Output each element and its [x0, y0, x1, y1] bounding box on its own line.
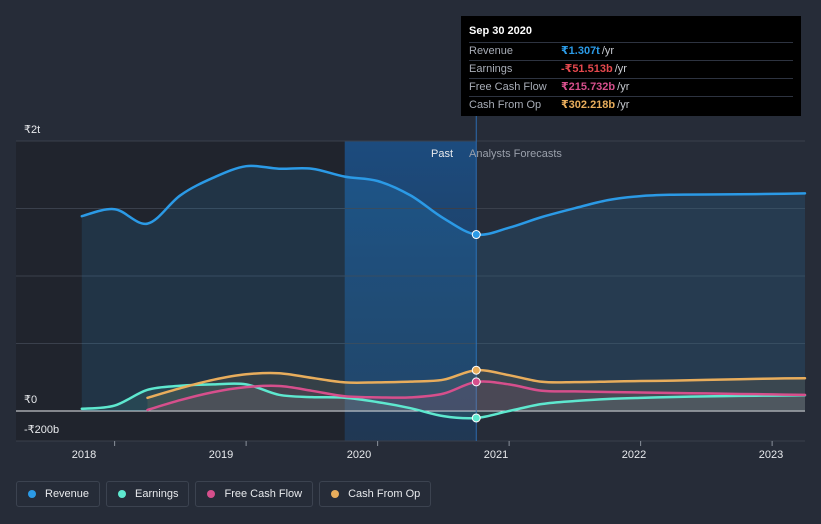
tooltip-unit: /yr — [617, 99, 630, 111]
past-label: Past — [431, 148, 453, 160]
y-tick-label-top: ₹2t — [24, 124, 40, 136]
forecast-label: Analysts Forecasts — [469, 148, 562, 160]
tooltip: Sep 30 2020 Revenue ₹1.307t /yr Earnings… — [461, 16, 801, 116]
legend-item-revenue[interactable]: Revenue — [16, 481, 101, 507]
legend-item-cash-from-op[interactable]: Cash From Op — [319, 481, 432, 507]
tooltip-row-earnings: Earnings -₹51.513b /yr — [469, 60, 793, 78]
y-tick-label-zero: ₹0 — [24, 394, 37, 406]
x-tick-label-2020: 2020 — [347, 449, 371, 461]
legend-label: Cash From Op — [348, 488, 421, 500]
x-tick-label-2023: 2023 — [759, 449, 783, 461]
legend-dot-icon — [118, 490, 127, 498]
tooltip-unit: /yr — [614, 63, 627, 75]
earnings-area — [81, 383, 806, 419]
tooltip-label: Free Cash Flow — [469, 81, 547, 93]
revenue-marker — [471, 230, 481, 240]
x-tick-label-2018: 2018 — [72, 449, 96, 461]
cash-from-op-marker — [471, 365, 481, 375]
earnings-marker — [471, 413, 481, 423]
revenue-area — [81, 165, 806, 411]
tooltip-row-revenue: Revenue ₹1.307t /yr — [469, 42, 793, 60]
tooltip-label: Earnings — [469, 63, 513, 75]
legend-dot-icon — [331, 490, 340, 498]
past-shade — [16, 141, 345, 441]
free-cash-flow-marker — [471, 377, 481, 387]
legend-label: Revenue — [45, 488, 90, 500]
free-cash-flow-area — [147, 381, 805, 411]
earnings-line — [80, 382, 807, 420]
x-tick-label-2019: 2019 — [209, 449, 233, 461]
tooltip-row-cash-from-op: Cash From Op ₹302.218b /yr — [469, 96, 793, 114]
tooltip-date: Sep 30 2020 — [469, 25, 532, 37]
legend-dot-icon — [207, 490, 216, 498]
tooltip-value: ₹1.307t — [561, 45, 600, 57]
x-tick-label-2021: 2021 — [484, 449, 508, 461]
legend-label: Earnings — [135, 488, 179, 500]
revenue-line — [80, 164, 807, 237]
tooltip-row-free-cash-flow: Free Cash Flow ₹215.732b /yr — [469, 78, 793, 96]
legend-item-free-cash-flow[interactable]: Free Cash Flow — [195, 481, 314, 507]
x-tick-label-2022: 2022 — [622, 449, 646, 461]
tooltip-value: ₹215.732b — [561, 81, 616, 93]
tooltip-value: -₹51.513b — [561, 63, 613, 75]
tooltip-value: ₹302.218b — [561, 99, 616, 111]
cash-from-op-area — [147, 370, 805, 411]
tooltip-label: Cash From Op — [469, 99, 542, 111]
legend: Revenue Earnings Free Cash Flow Cash Fro… — [16, 481, 432, 507]
legend-dot-icon — [28, 490, 36, 498]
legend-label: Free Cash Flow — [224, 488, 303, 500]
tooltip-label: Revenue — [469, 45, 514, 57]
tooltip-unit: /yr — [601, 45, 615, 57]
tooltip-unit: /yr — [617, 81, 630, 93]
y-tick-label-bottom: -₹200b — [24, 424, 59, 436]
legend-item-earnings[interactable]: Earnings — [106, 481, 190, 507]
